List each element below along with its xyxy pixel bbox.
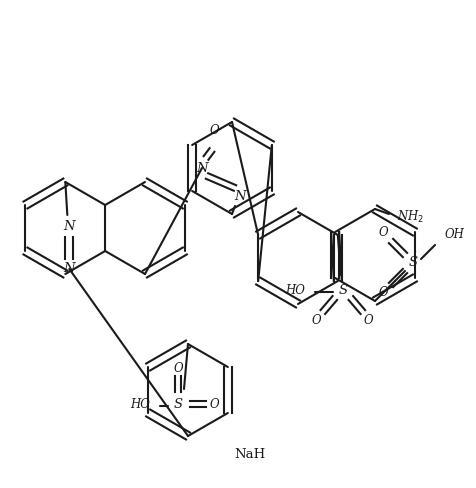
Text: S: S [407, 257, 416, 269]
Text: O: O [363, 313, 373, 326]
Text: O: O [377, 226, 387, 240]
Text: N: N [196, 162, 208, 175]
Text: HO: HO [284, 284, 304, 297]
Text: O: O [209, 123, 218, 137]
Text: O: O [173, 362, 182, 374]
Text: HO: HO [130, 398, 149, 410]
Text: S: S [337, 284, 347, 297]
Text: N: N [63, 263, 75, 276]
Text: N: N [234, 189, 245, 203]
Text: OH: OH [444, 228, 464, 242]
Text: NH$_2$: NH$_2$ [396, 209, 424, 225]
Text: O: O [377, 286, 387, 300]
Text: NaH: NaH [234, 448, 265, 462]
Text: N: N [63, 221, 75, 233]
Text: S: S [173, 398, 182, 410]
Text: O: O [209, 398, 218, 410]
Text: O: O [311, 313, 321, 326]
